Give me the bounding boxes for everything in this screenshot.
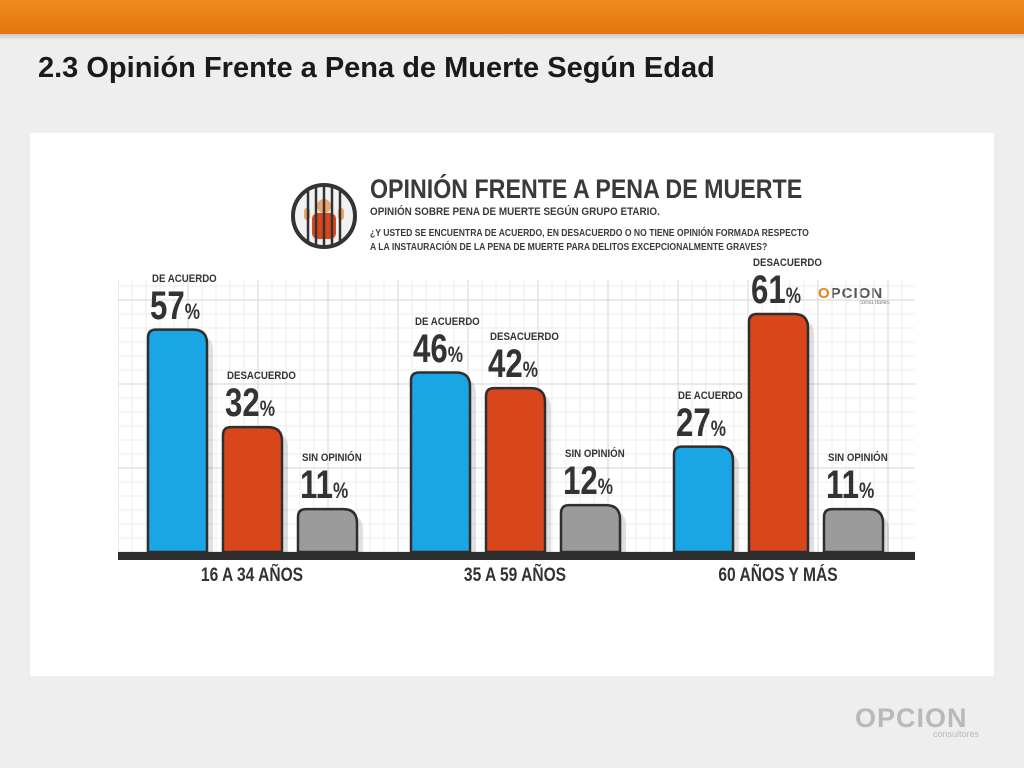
watermark-subtext: consultores [933, 729, 980, 739]
survey-question-line-1: ¿Y USTED SE ENCUENTRA DE ACUERDO, EN DES… [370, 228, 809, 239]
bar-desacuerdo-2 [484, 386, 547, 554]
bar-value-label: 11% [300, 463, 349, 508]
age-group-label: 60 AÑOS Y MÁS [718, 565, 838, 586]
top-band-shadow [0, 34, 1024, 40]
logo-o-mark: O [818, 285, 831, 302]
opcion-logo-watermark: OPCION consultores [855, 703, 990, 743]
bar-series-label: SIN OPINIÓN [828, 452, 888, 465]
bar-value-label: 46% [413, 326, 463, 371]
bar-de-acuerdo-2 [409, 371, 472, 554]
bar-series-label: DESACUERDO [753, 257, 822, 269]
bar-sin-opini-n-1 [296, 507, 359, 554]
bar-series-label: SIN OPINIÓN [302, 452, 362, 465]
bar-series-label: DESACUERDO [490, 331, 559, 344]
bar-value-label: 32% [225, 381, 275, 426]
bar-chart: DE ACUERDO 57% DESACUERDO 32% SIN OPINIÓN 11%… [118, 257, 915, 600]
bar-series-label: DE ACUERDO [678, 389, 743, 402]
prison-bars-icon [291, 183, 357, 249]
chart-baseline [118, 552, 915, 560]
bar-desacuerdo-3 [747, 312, 810, 554]
bar-value-label: 61% [751, 268, 801, 312]
infographic-subtitle: OPINIÓN SOBRE PENA DE MUERTE SEGÚN GRUPO… [370, 206, 660, 218]
watermark-word: OPCION [855, 703, 968, 733]
age-group-label: 35 A 59 AÑOS [463, 565, 567, 586]
bar-series-label: DESACUERDO [227, 370, 296, 383]
bar-series-label: DE ACUERDO [415, 315, 480, 328]
bar-value-label: 57% [150, 283, 200, 328]
infographic-header: OPINIÓN FRENTE A PENA DE MUERTE OPINIÓN … [290, 172, 809, 262]
infographic-title: OPINIÓN FRENTE A PENA DE MUERTE [370, 174, 803, 204]
logo-word: PCION [830, 285, 884, 302]
bar-value-label: 27% [676, 400, 726, 445]
bar-chart-svg [118, 280, 915, 560]
bar-value-label: 42% [488, 342, 538, 387]
bar-series-label: DE ACUERDO [152, 272, 217, 285]
bar-desacuerdo-1 [221, 425, 284, 554]
bar-sin-opini-n-3 [822, 507, 885, 554]
bar-value-label: 11% [826, 463, 875, 508]
bar-series-label: SIN OPINIÓN [565, 448, 625, 461]
slide-title: 2.3 Opinión Frente a Pena de Muerte Segú… [38, 52, 715, 84]
bar-sin-opini-n-2 [559, 503, 622, 554]
bar-de-acuerdo-1 [146, 328, 209, 554]
bar-de-acuerdo-3 [672, 445, 735, 554]
survey-question-line-2: A LA INSTAURACIÓN DE LA PENA DE MUERTE P… [370, 242, 768, 253]
top-orange-band [0, 0, 1024, 34]
age-group-label: 16 A 34 AÑOS [200, 565, 304, 586]
bar-value-label: 12% [563, 459, 613, 504]
